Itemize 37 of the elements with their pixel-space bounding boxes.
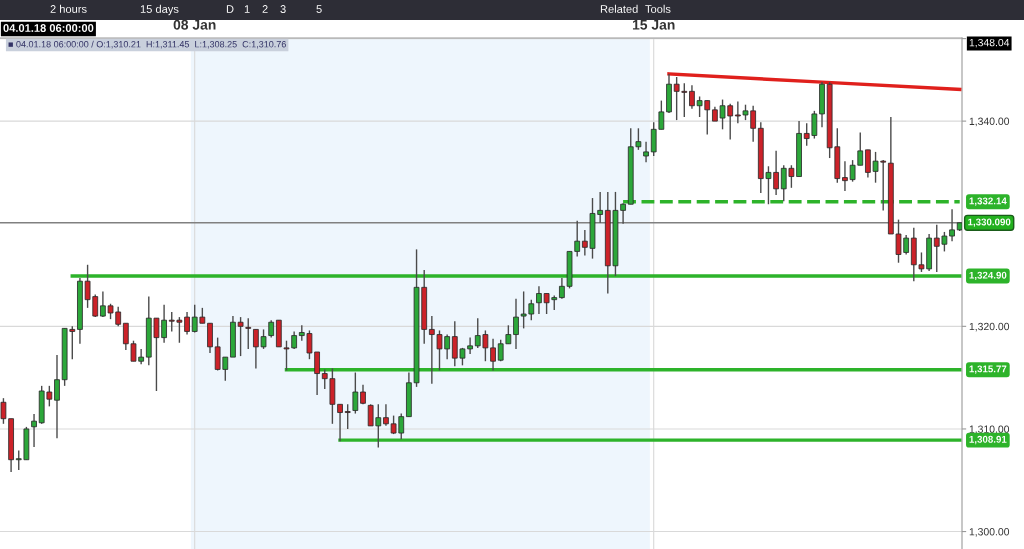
candlestick [344, 403, 351, 430]
annotation: ■ 04.01.18 06:00:00 / O:1,310.21 H:1,311.45 L:1,308.25 C:1,310.76 [8, 40, 286, 49]
candlestick [337, 403, 343, 442]
candlestick [842, 160, 848, 192]
candlestick [31, 413, 37, 448]
text: 2 [262, 5, 268, 13]
candlestick [245, 317, 252, 350]
candlestick [490, 337, 496, 372]
candlestick [643, 140, 649, 163]
candlestick [536, 285, 542, 315]
x-tick-label: 15 Jan [632, 20, 675, 30]
text: 2 hours [50, 4, 87, 13]
text: 3 [280, 5, 286, 13]
candlestick [689, 84, 695, 110]
text: Tools [645, 4, 671, 13]
y-tick-label: 1,310.00 [969, 425, 1010, 435]
y-tick-label: 1,320.00 [969, 322, 1010, 332]
series-label: 1,324.90 [969, 271, 1007, 281]
text: 15 days [140, 4, 179, 16]
candlestick [207, 322, 213, 354]
candlestick [184, 311, 190, 336]
y-tick-label: 1,348.04 [969, 38, 1010, 48]
series-label: 1,315.77 [969, 365, 1007, 374]
y-tick-label: 1,340.00 [969, 117, 1010, 127]
text: 1 [244, 5, 250, 13]
candlestick [513, 297, 519, 350]
text: Related [600, 4, 638, 13]
text: 5 [316, 5, 322, 13]
x-tick-label: 08 Jan [173, 19, 216, 30]
series-label: 1,332.14 [969, 197, 1007, 206]
ref-line-label: 1,330.090 [968, 218, 1011, 227]
y-tick-label: 1,300.00 [969, 528, 1010, 537]
candlestick [352, 371, 359, 415]
candlestick [54, 354, 60, 439]
text: D [226, 5, 234, 13]
text: 04.01.18 06:00:00 [3, 24, 94, 32]
series-label: 1,308.91 [969, 435, 1007, 445]
